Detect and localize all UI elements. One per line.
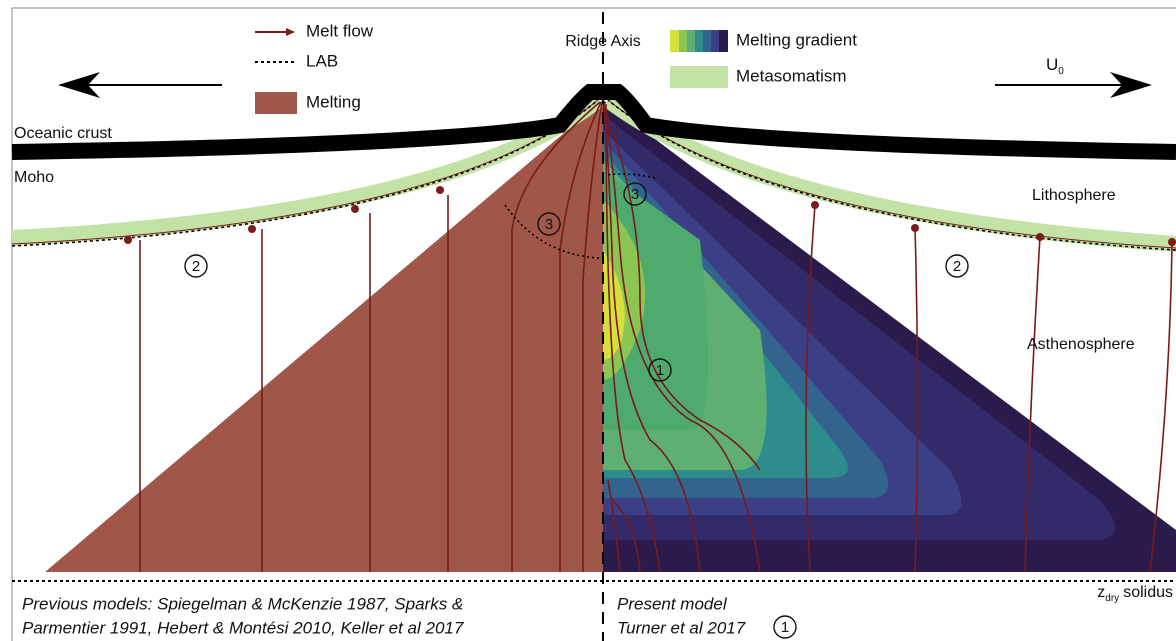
velocity-symbol: U: [1046, 55, 1058, 74]
marker: 1: [774, 616, 796, 638]
solidus-symbol: z: [1097, 584, 1105, 601]
ridge-axis-label: Ridge Axis: [565, 33, 641, 50]
legend-swatch: [286, 28, 295, 36]
legend-label: Metasomatism: [736, 66, 847, 85]
marker: 2: [185, 255, 207, 277]
legend-swatch: [670, 30, 728, 52]
legend: Melt flow LAB Melting Melting gradient M…: [255, 21, 857, 114]
footer-text: Previous models: Spiegelman & McKenzie 1…: [22, 594, 463, 613]
melting-region: [45, 100, 603, 572]
footer-text: Parmentier 1991, Hebert & Montési 2010, …: [22, 618, 464, 637]
solidus-text: solidus: [1123, 584, 1173, 601]
diagram: Melt flow LAB Melting Melting gradient M…: [0, 0, 1176, 641]
marker-label: 3: [545, 216, 553, 233]
marker-label: 1: [656, 362, 664, 379]
region-label: Moho: [14, 169, 54, 186]
marker-label: 3: [631, 186, 639, 203]
legend-swatch: [255, 92, 297, 114]
legend-label: LAB: [306, 51, 338, 70]
marker-label: 1: [781, 619, 789, 636]
footer-text: Turner et al 2017: [617, 618, 746, 637]
legend-label: Melt flow: [306, 21, 374, 40]
region-label: Lithosphere: [1032, 187, 1116, 204]
marker-label: 2: [953, 258, 961, 275]
velocity-subscript: 0: [1058, 66, 1064, 77]
solidus-label: zdry solidus: [1097, 584, 1173, 603]
legend-label: Melting: [306, 92, 361, 111]
region-label: Asthenosphere: [1027, 336, 1135, 353]
marker: 2: [946, 255, 968, 277]
marker-label: 2: [192, 258, 200, 275]
solidus-subscript: dry: [1105, 593, 1119, 604]
velocity-label: U0: [1046, 55, 1064, 76]
legend-label: Melting gradient: [736, 30, 857, 49]
region-label: Oceanic crust: [14, 125, 112, 142]
footer-text: Present model: [617, 594, 728, 613]
legend-swatch: [670, 66, 728, 88]
